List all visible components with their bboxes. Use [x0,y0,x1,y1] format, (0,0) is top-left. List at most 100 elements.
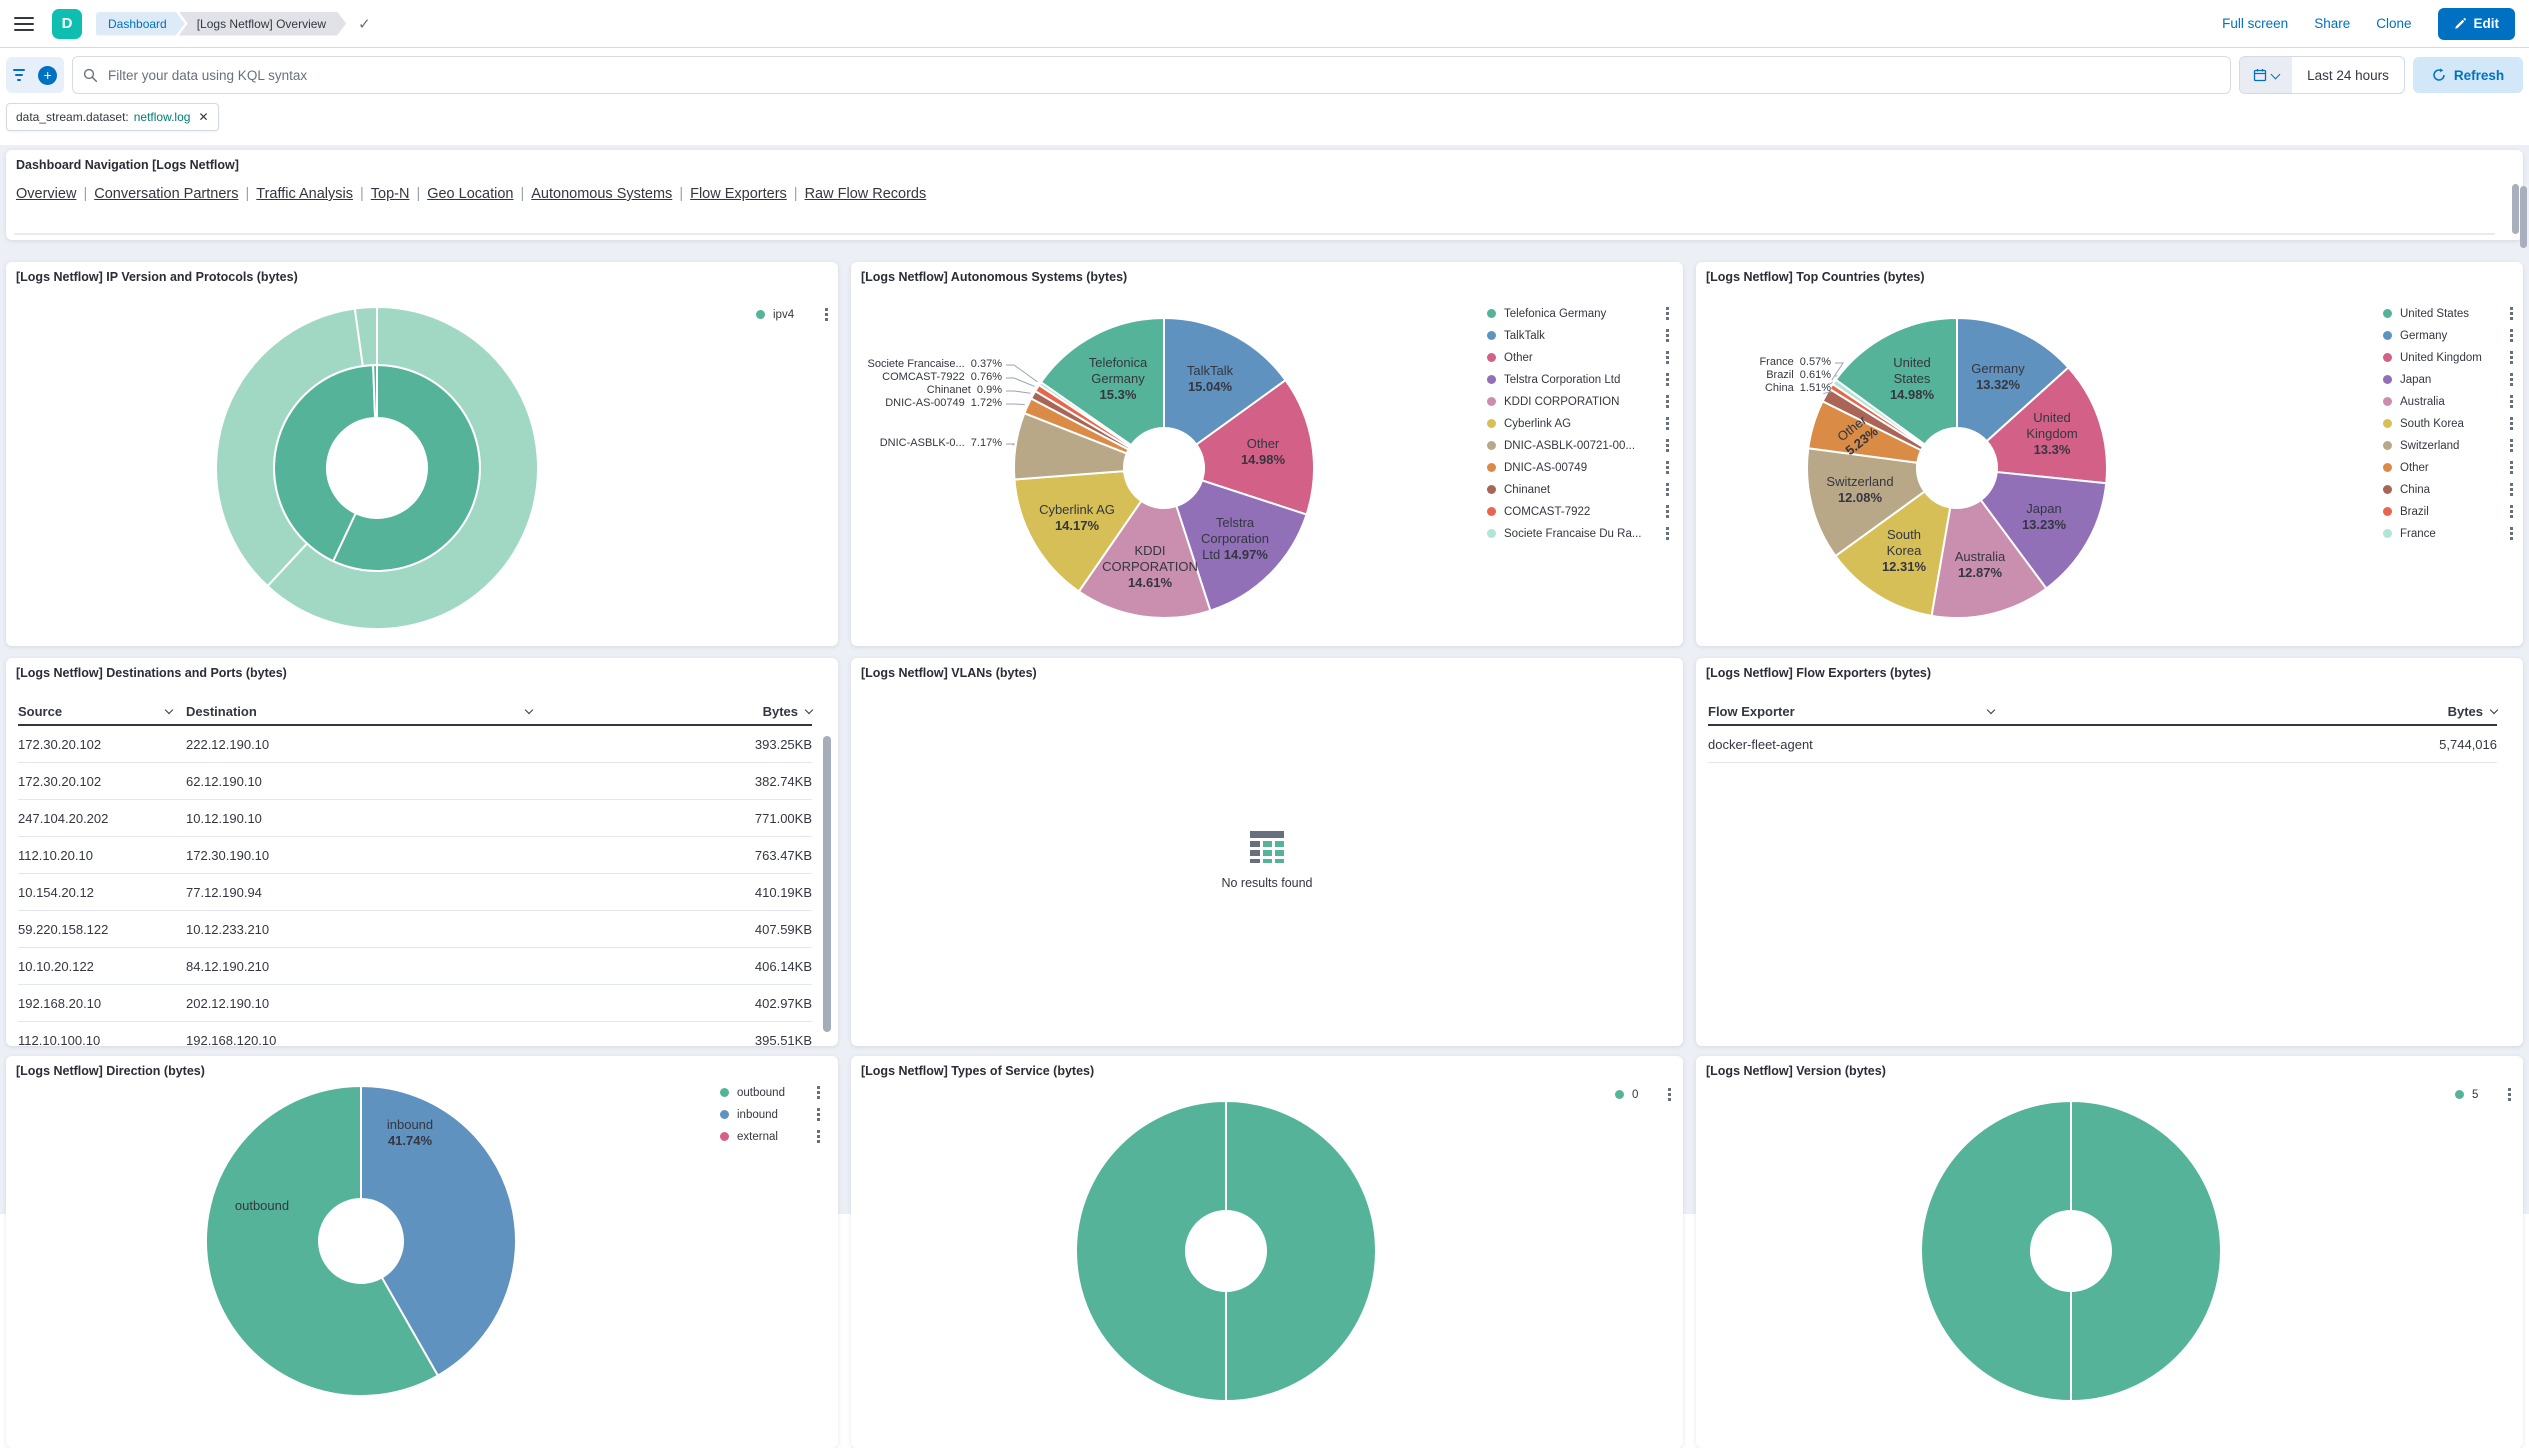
column-header-source[interactable]: Source [18,704,186,719]
legend-item[interactable]: Brazil [2383,504,2513,519]
nav-link-overview[interactable]: Overview [16,186,77,202]
filter-icon[interactable] [12,69,25,81]
column-header-flow-exporter[interactable]: Flow Exporter [1708,704,2008,719]
pie-slice-south-korea[interactable] [1834,490,1952,617]
legend-item[interactable]: China [2383,482,2513,497]
pie-slice-telefonica-germany[interactable] [1039,316,1165,447]
legend-item[interactable]: 5 [2455,1087,2511,1102]
legend-actions-icon[interactable] [1666,483,1669,496]
legend-item[interactable]: TalkTalk [1487,328,1669,343]
pie-slice-united-states[interactable] [1834,316,1958,446]
legend-actions-icon[interactable] [2510,461,2513,474]
legend-item[interactable]: Telstra Corporation Ltd [1487,372,1669,387]
legend-actions-icon[interactable] [2510,505,2513,518]
legend-item[interactable]: ipv4 [756,307,828,322]
table-row[interactable]: 172.30.20.102 62.12.190.10 382.74KB [18,763,812,800]
top-countries-pie-chart[interactable] [1696,262,2523,646]
filter-pill-datastream[interactable]: data_stream.dataset: netflow.log ✕ [6,103,219,131]
autonomous-systems-pie-chart[interactable] [851,262,1683,646]
legend-actions-icon[interactable] [1666,307,1669,320]
table-row[interactable]: docker-fleet-agent 5,744,016 [1708,726,2497,763]
types-of-service-pie-chart[interactable] [851,1056,1683,1448]
legend-actions-icon[interactable] [2510,483,2513,496]
table-row[interactable]: 247.104.20.202 10.12.190.10 771.00KB [18,800,812,837]
pie-slice-united-kingdom[interactable] [1985,366,2108,485]
table-row[interactable]: 10.10.20.122 84.12.190.210 406.14KB [18,948,812,985]
nav-link-flow-exporters[interactable]: Flow Exporters [690,186,787,202]
legend-item[interactable]: United States [2383,306,2513,321]
pie-slice-japan[interactable] [1979,470,2108,590]
legend-actions-icon[interactable] [817,1108,820,1121]
nav-link-autonomous-systems[interactable]: Autonomous Systems [531,186,673,202]
add-filter-icon[interactable]: + [38,65,58,85]
legend-actions-icon[interactable] [1666,505,1669,518]
legend-item[interactable]: South Korea [2383,416,2513,431]
table-row[interactable]: 59.220.158.122 10.12.233.210 407.59KB [18,911,812,948]
legend-actions-icon[interactable] [1666,373,1669,386]
nav-link-top-n[interactable]: Top-N [370,186,410,202]
legend-actions-icon[interactable] [2508,1088,2511,1101]
kql-search-input[interactable] [106,66,2220,84]
kql-search-box[interactable] [72,56,2231,94]
ip-version-sunburst-chart[interactable] [6,262,838,646]
page-vscrollbar[interactable] [2520,186,2527,248]
pie-slice-australia[interactable] [1930,498,2048,619]
legend-item[interactable]: Telefonica Germany [1487,306,1669,321]
table-row[interactable]: 112.10.100.10 192.168.120.10 395.51KB [18,1022,812,1047]
legend-actions-icon[interactable] [1666,461,1669,474]
pie-slice-0[interactable] [1075,1099,1227,1403]
legend-item[interactable]: DNIC-ASBLK-00721-00... [1487,438,1669,453]
legend-item[interactable]: DNIC-AS-00749 [1487,460,1669,475]
pie-slice-protocols-outer-ring-0[interactable] [266,305,539,630]
legend-actions-icon[interactable] [2510,329,2513,342]
pie-slice-germany[interactable] [1956,316,2070,443]
legend-actions-icon[interactable] [2510,417,2513,430]
menu-icon[interactable] [14,16,34,31]
column-header-destination[interactable]: Destination [186,704,546,719]
column-header-bytes[interactable]: Bytes [2008,704,2499,719]
legend-item[interactable]: 0 [1615,1087,1671,1102]
pie-slice-other[interactable] [1195,378,1315,516]
remove-filter-icon[interactable]: ✕ [198,110,209,124]
legend-item[interactable]: United Kingdom [2383,350,2513,365]
legend-actions-icon[interactable] [1666,329,1669,342]
pie-slice-telstra-corporation-ltd[interactable] [1175,479,1308,612]
legend-item[interactable]: Other [1487,350,1669,365]
legend-actions-icon[interactable] [2510,439,2513,452]
legend-actions-icon[interactable] [1666,439,1669,452]
legend-item[interactable]: COMCAST-7922 [1487,504,1669,519]
share-button[interactable]: Share [2314,16,2351,31]
legend-actions-icon[interactable] [1666,527,1669,540]
legend-item[interactable]: Germany [2383,328,2513,343]
nav-link-traffic-analysis[interactable]: Traffic Analysis [256,186,353,202]
pie-slice-talktalk[interactable] [1163,316,1287,446]
pie-slice-cyberlink-ag[interactable] [1013,469,1143,593]
time-range-value[interactable]: Last 24 hours [2307,67,2389,83]
legend-actions-icon[interactable] [825,308,828,321]
full-screen-button[interactable]: Full screen [2222,16,2289,31]
pie-slice-5[interactable] [1920,1099,2072,1403]
legend-actions-icon[interactable] [817,1086,820,1099]
nav-link-raw-flow-records[interactable]: Raw Flow Records [804,186,927,202]
legend-item[interactable]: Other [2383,460,2513,475]
legend-actions-icon[interactable] [2510,373,2513,386]
legend-item[interactable]: Switzerland [2383,438,2513,453]
legend-item[interactable]: Societe Francaise Du Ra... [1487,526,1669,541]
breadcrumb-dashboard[interactable]: Dashboard [96,12,185,36]
refresh-button[interactable]: Refresh [2413,57,2523,93]
legend-actions-icon[interactable] [2510,351,2513,364]
table-vscrollbar[interactable] [823,736,831,1032]
legend-item[interactable]: Australia [2383,394,2513,409]
legend-actions-icon[interactable] [817,1130,820,1143]
legend-item[interactable]: external [720,1129,820,1144]
nav-link-conversation-partners[interactable]: Conversation Partners [94,186,239,202]
legend-actions-icon[interactable] [2510,527,2513,540]
column-header-bytes[interactable]: Bytes [546,704,814,719]
space-avatar[interactable]: D [52,8,82,39]
pie-slice-protocols-outer-ring-2[interactable] [353,305,378,368]
version-pie-chart[interactable] [1696,1056,2523,1448]
legend-actions-icon[interactable] [1668,1088,1671,1101]
nav-hscrollbar[interactable] [14,233,2495,235]
legend-item[interactable]: inbound [720,1107,820,1122]
nav-link-geo-location[interactable]: Geo Location [427,186,514,202]
